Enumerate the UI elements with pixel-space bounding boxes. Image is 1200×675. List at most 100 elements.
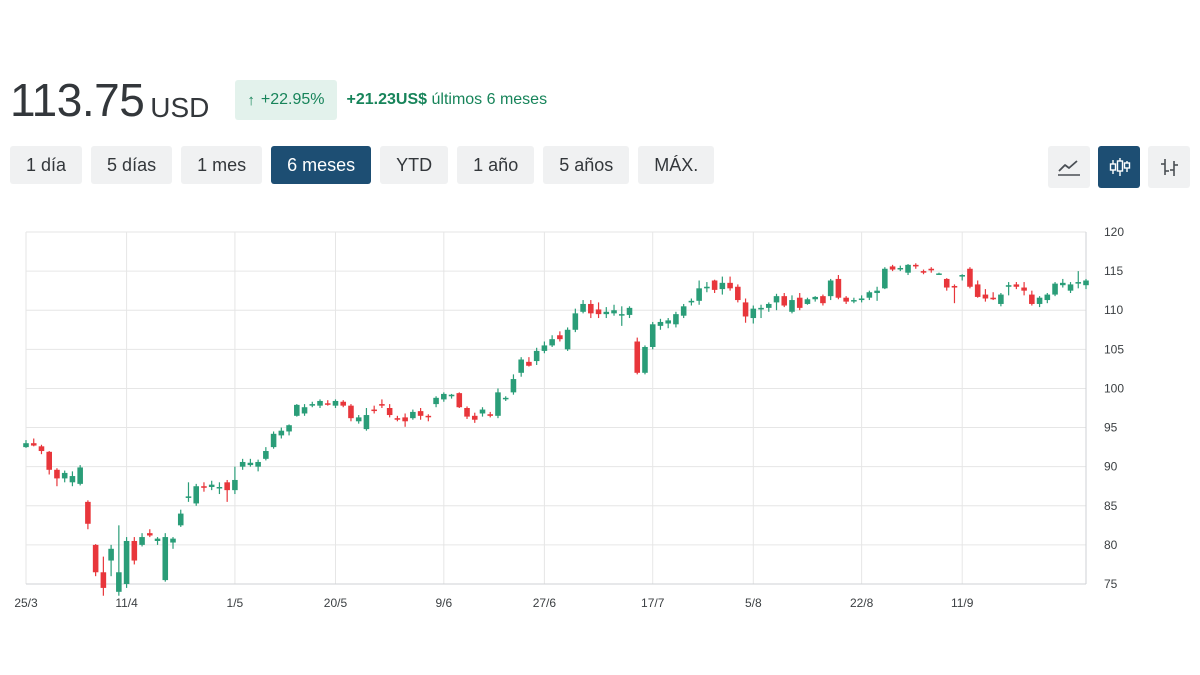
candle-body-down [951, 285, 958, 288]
range-1-day-button[interactable]: 1 día [10, 146, 83, 184]
change-amount: +21.23 [346, 91, 396, 108]
candle-body-down [417, 411, 424, 416]
candle-body-up [1044, 294, 1051, 301]
change-percent: +22.95% [260, 91, 325, 108]
candle-body-down [711, 280, 718, 290]
candle-body-up [874, 290, 880, 294]
candle-body-up [851, 300, 857, 302]
candle-body-up [897, 267, 904, 270]
candle-body-down [85, 501, 91, 524]
candle-body-up [123, 540, 130, 584]
candle-body-up [603, 311, 610, 315]
candle-body-down [348, 405, 354, 419]
candle-body-up [580, 303, 586, 312]
line-chart-icon [1058, 160, 1080, 176]
candlestick-chart[interactable]: 120 115 110 105 100 95 90 85 80 75 25/3 11/4 1/5 20/5… [0, 215, 1200, 615]
range-6-months-button[interactable]: 6 meses [271, 146, 372, 184]
candle-body-up [611, 310, 617, 314]
current-price: 113.75 [10, 74, 145, 126]
candle-body-down [843, 297, 849, 302]
candle-body-down [974, 284, 981, 297]
candle-body-up [239, 461, 246, 467]
x-tick-label: 25/3 [14, 596, 38, 610]
range-max-button[interactable]: MÁX. [638, 146, 715, 184]
time-range-selector: 1 día 5 días 1 mes 6 meses YTD 1 año 5 a… [10, 146, 723, 184]
candle-body-down [912, 264, 919, 267]
candle-body-up [332, 400, 339, 406]
candle-body-down [402, 417, 408, 422]
x-tick-label: 5/8 [745, 596, 762, 610]
candle-body-up [572, 313, 579, 330]
candlestick-chart-button[interactable] [1098, 146, 1140, 188]
y-tick-label: 120 [1104, 225, 1124, 239]
candle-body-down [990, 297, 996, 300]
y-tick-label: 80 [1104, 538, 1118, 552]
candle-body-down [100, 572, 107, 588]
candle-body-up [549, 339, 555, 346]
y-tick-label: 75 [1104, 577, 1118, 591]
price-currency: USD [150, 92, 210, 123]
candle-body-down [742, 302, 749, 317]
candle-body-up [139, 537, 145, 545]
candle-body-down [889, 266, 896, 270]
x-tick-label: 17/7 [641, 596, 665, 610]
candle-body-up [363, 415, 370, 430]
range-1-month-button[interactable]: 1 mes [181, 146, 263, 184]
candle-body-up [23, 443, 29, 448]
y-tick-label: 115 [1104, 264, 1123, 278]
y-tick-label: 90 [1104, 460, 1118, 474]
candle-body-up [170, 538, 176, 543]
candle-body-down [595, 309, 602, 315]
chart-type-selector [1040, 146, 1190, 188]
line-chart-button[interactable] [1048, 146, 1090, 188]
candle-body-up [688, 300, 695, 303]
candle-body-down [928, 268, 935, 271]
candle-body-down [371, 409, 377, 412]
candle-body-up [789, 300, 795, 312]
candlestick-chart-icon [1109, 158, 1131, 176]
candle-body-down [557, 335, 563, 340]
candle-body-down [588, 303, 594, 314]
candle-body-up [518, 359, 524, 373]
candle-body-up [649, 324, 656, 347]
range-1-year-button[interactable]: 1 año [457, 146, 535, 184]
range-5-years-button[interactable]: 5 años [543, 146, 630, 184]
candle-body-up [154, 538, 161, 541]
candle-body-up [495, 392, 501, 416]
candle-body-up [479, 409, 486, 414]
candle-body-down [38, 446, 45, 452]
candle-body-down [634, 341, 641, 373]
candle-body-up [263, 451, 269, 459]
candle-body-down [131, 540, 138, 561]
candle-body-up [1060, 282, 1066, 286]
candle-body-down [735, 286, 741, 301]
candle-body-up [812, 296, 818, 300]
candle-body-up [642, 346, 648, 373]
candle-body-up [696, 288, 702, 301]
candle-body-up [758, 307, 764, 310]
candle-body-up [247, 462, 254, 466]
candle-body-up [317, 400, 323, 406]
candle-body-down [147, 533, 153, 536]
candle-body-up [355, 417, 362, 422]
ohlc-chart-button[interactable] [1148, 146, 1190, 188]
candle-body-down [1021, 287, 1027, 291]
candle-body-up [1067, 284, 1074, 291]
change-currency: US$ [395, 91, 428, 108]
candle-body-down [340, 401, 347, 406]
candle-body-down [526, 361, 532, 366]
range-5-days-button[interactable]: 5 días [91, 146, 173, 184]
x-tick-label: 20/5 [324, 596, 348, 610]
candle-body-up [309, 404, 316, 406]
candle-body-up [69, 476, 76, 483]
candle-body-down [30, 443, 37, 446]
candle-body-up [541, 345, 548, 351]
y-tick-label: 95 [1104, 421, 1118, 435]
candle-body-down [456, 393, 463, 408]
candle-body-up [998, 294, 1004, 304]
range-ytd-button[interactable]: YTD [380, 146, 449, 184]
candle-body-up [177, 513, 184, 526]
candle-body-up [77, 467, 83, 484]
arrow-up-icon: ↑ [247, 91, 255, 109]
candle-body-down [835, 278, 842, 298]
